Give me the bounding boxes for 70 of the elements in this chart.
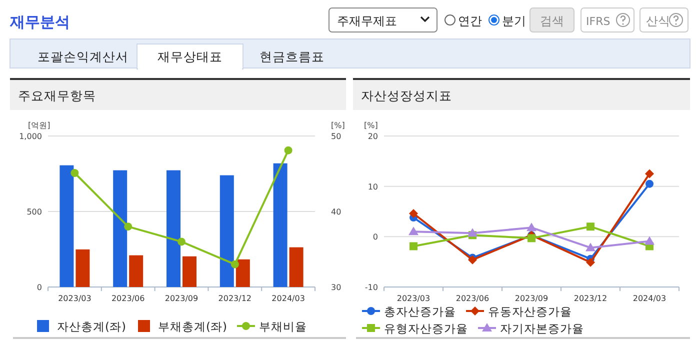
y-tick-label: 0 bbox=[36, 283, 42, 292]
y2-axis-title: [%] bbox=[331, 121, 345, 130]
y-tick-label: 20 bbox=[368, 132, 378, 141]
x-tick-label: 2023/09 bbox=[164, 294, 198, 303]
bar bbox=[182, 256, 196, 287]
y-tick-label: 10 bbox=[368, 182, 378, 192]
point bbox=[526, 222, 536, 232]
bar bbox=[166, 170, 180, 287]
y2-tick-label: 30 bbox=[331, 283, 342, 292]
text: 연간 bbox=[458, 14, 482, 28]
point bbox=[468, 228, 478, 237]
point bbox=[586, 258, 595, 267]
point bbox=[586, 222, 594, 231]
text: 재무상태표 bbox=[158, 49, 222, 64]
text: 재무분석 bbox=[9, 13, 70, 31]
text: 산식 bbox=[646, 14, 670, 28]
bar bbox=[60, 165, 74, 287]
bar bbox=[236, 259, 250, 287]
bar bbox=[220, 175, 234, 287]
point bbox=[284, 146, 292, 154]
chart-title: 자산성장성지표 bbox=[361, 88, 452, 103]
point bbox=[410, 242, 418, 250]
legend-label: 자기자본증가율 bbox=[500, 322, 584, 336]
point bbox=[644, 236, 654, 245]
point bbox=[409, 209, 418, 218]
x-tick-label: 2024/03 bbox=[632, 294, 666, 303]
y2-tick-label: 40 bbox=[331, 208, 342, 216]
x-tick-label: 2023/03 bbox=[58, 294, 92, 303]
point bbox=[124, 222, 132, 231]
text: IFRS bbox=[586, 15, 610, 28]
bar bbox=[129, 255, 144, 287]
y-axis-title: [억원] bbox=[28, 121, 50, 130]
x-tick-label: 2023/12 bbox=[218, 294, 252, 303]
point bbox=[645, 169, 654, 178]
y-axis-title: [%] bbox=[364, 121, 378, 130]
x-tick-label: 2023/06 bbox=[111, 294, 145, 303]
legend-label: 자산총계(좌) bbox=[57, 320, 126, 334]
bar bbox=[76, 249, 90, 287]
chart-title: 주요재무항목 bbox=[18, 88, 96, 103]
x-tick-label: 2023/12 bbox=[574, 294, 608, 303]
text: 주재무제표 bbox=[337, 14, 397, 28]
y-tick-label: 500 bbox=[26, 208, 42, 216]
bar bbox=[113, 170, 128, 287]
legend-label: 총자산증가율 bbox=[384, 304, 456, 318]
text: 포괄손익계산서 bbox=[38, 49, 128, 64]
y-tick-label: -10 bbox=[364, 283, 378, 292]
x-tick-label: 2023/03 bbox=[396, 294, 430, 303]
text: 분기 bbox=[502, 14, 526, 28]
x-tick-label: 2023/09 bbox=[514, 294, 548, 303]
legend-label: 부채비율 bbox=[258, 320, 307, 334]
bar bbox=[289, 247, 304, 287]
point bbox=[70, 168, 79, 177]
point bbox=[586, 242, 596, 252]
legend-label: 유형자산증가율 bbox=[384, 322, 468, 336]
point bbox=[230, 260, 239, 268]
point bbox=[408, 226, 418, 236]
point bbox=[468, 255, 477, 264]
x-tick-label: 2023/06 bbox=[456, 294, 490, 303]
point bbox=[646, 180, 654, 188]
y-tick-label: 1,000 bbox=[19, 132, 42, 141]
y2-tick-label: 50 bbox=[331, 132, 342, 141]
point bbox=[178, 238, 186, 246]
legend-label: 부채총계(좌) bbox=[158, 320, 227, 334]
bar bbox=[273, 163, 288, 287]
x-tick-label: 2024/03 bbox=[272, 294, 305, 303]
legend-label: 유동자산증가율 bbox=[488, 304, 572, 318]
text: 현금흐름표 bbox=[260, 49, 324, 64]
point bbox=[528, 234, 536, 242]
y-tick-label: 0 bbox=[372, 232, 378, 242]
text: 검색 bbox=[540, 14, 564, 28]
